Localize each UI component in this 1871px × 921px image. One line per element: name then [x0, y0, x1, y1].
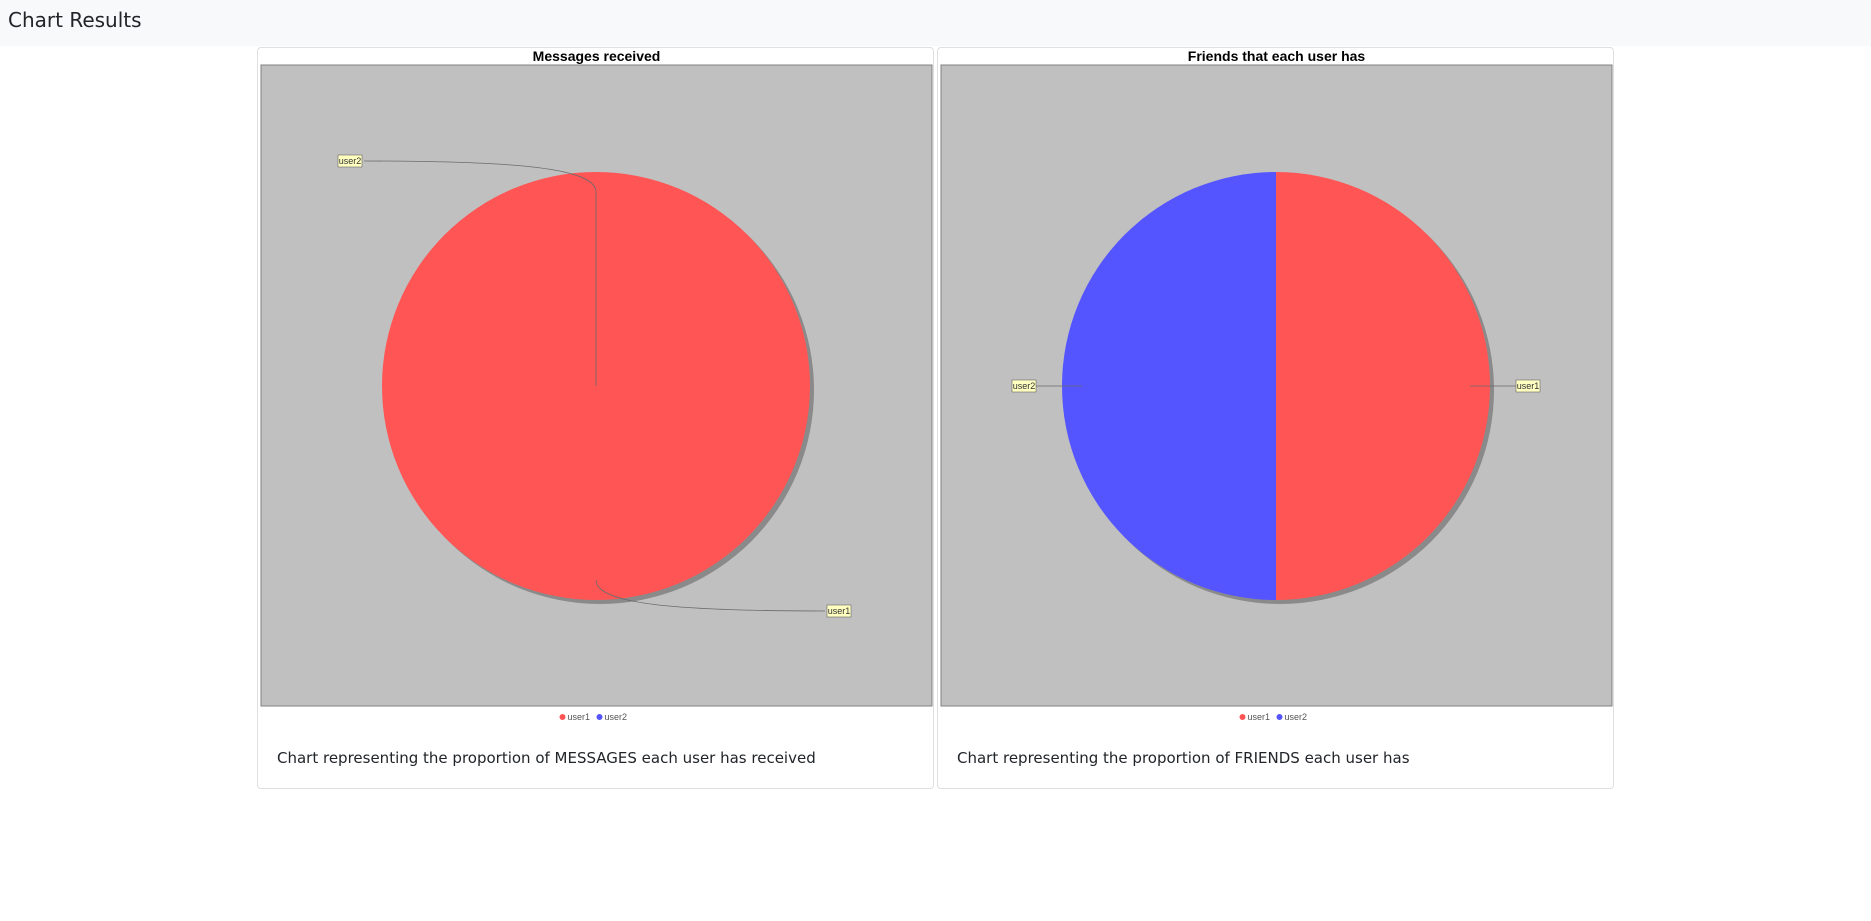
- chart-card-friends: Friends that each user has user1 user2 user…: [937, 47, 1614, 789]
- label-leader-user1: [595, 579, 826, 612]
- legend-label: user2: [1285, 712, 1308, 722]
- chart-title: Messages received: [533, 48, 661, 64]
- chart-card-messages: Messages received user1 user2 user1 user2 Ch…: [257, 47, 934, 789]
- legend-swatch: [559, 714, 566, 720]
- legend-swatch: [1239, 714, 1246, 720]
- slice-label-user2: user2: [337, 154, 363, 168]
- slice-label-box: [1011, 379, 1037, 393]
- slice-label-user1: user1: [1515, 379, 1541, 393]
- legend-label: user1: [568, 712, 591, 722]
- slice-label-box: [337, 154, 363, 168]
- chart-title: Friends that each user has: [1188, 48, 1366, 64]
- slice-label-box: [1515, 379, 1541, 393]
- label-leader-user2: [363, 160, 597, 193]
- legend-label: user1: [1248, 712, 1271, 722]
- slice-label-text: user2: [339, 156, 362, 166]
- pie-slice-user1: [1276, 172, 1490, 600]
- pie-slice-user2: [1062, 172, 1276, 600]
- slice-label-text: user1: [1517, 381, 1540, 391]
- legend-swatch: [1276, 714, 1283, 720]
- slice-label-user1: user1: [826, 604, 852, 618]
- slice-label-text: user1: [828, 606, 851, 616]
- slice-label-text: user2: [1013, 381, 1036, 391]
- legend-item-user1: user1: [559, 712, 591, 722]
- legend-label: user2: [605, 712, 628, 722]
- chart-caption-messages: Chart representing the proportion of MES…: [277, 749, 816, 767]
- slice-label-box: [826, 604, 852, 618]
- page-title: Chart Results: [8, 8, 142, 32]
- top-bar: Chart Results: [0, 0, 1871, 46]
- chart-caption-friends: Chart representing the proportion of FRI…: [957, 749, 1410, 767]
- pie-chart-friends: Friends that each user has user1 user2 user…: [940, 48, 1613, 722]
- legend-item-user1: user1: [1239, 712, 1271, 722]
- legend-swatch: [596, 714, 603, 720]
- slice-label-user2: user2: [1011, 379, 1037, 393]
- legend-item-user2: user2: [1276, 712, 1308, 722]
- pie-chart-messages: Messages received user1 user2 user1 user2: [260, 48, 933, 722]
- legend-item-user2: user2: [596, 712, 628, 722]
